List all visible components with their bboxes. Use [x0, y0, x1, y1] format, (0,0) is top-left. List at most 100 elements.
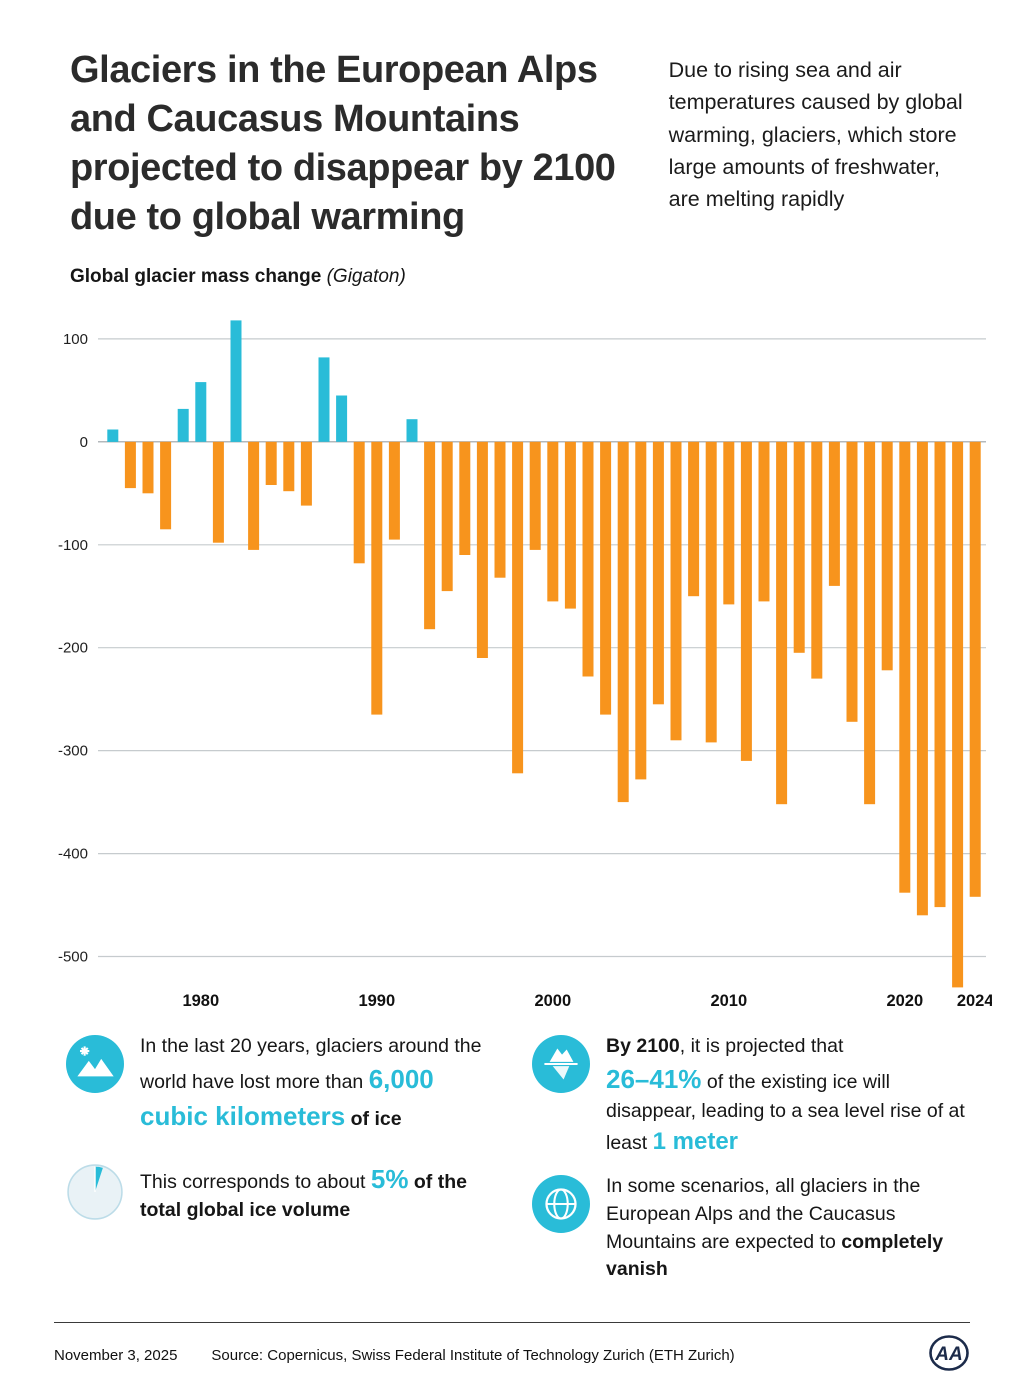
- fact2-post: of the total global ice volume: [140, 1170, 467, 1222]
- bar-2011: [740, 441, 752, 761]
- y-tick-label: 0: [80, 434, 88, 451]
- bar-1979: [177, 408, 189, 442]
- footer: November 3, 2025 Source: Copernicus, Swi…: [0, 1322, 1024, 1377]
- fact-projection-2100: By 2100, it is projected that 26–41% of …: [532, 1033, 972, 1159]
- page-title: Glaciers in the European Alps and Caucas…: [70, 49, 616, 239]
- bar-2016: [828, 441, 840, 586]
- bar-2006: [652, 441, 664, 705]
- bar-2021: [916, 441, 928, 916]
- x-tick-label: 1980: [182, 992, 219, 1010]
- bar-1978: [160, 441, 172, 530]
- header: Glaciers in the European Alps and Caucas…: [0, 0, 1024, 242]
- bar-1988: [336, 395, 348, 442]
- bar-2015: [811, 441, 823, 679]
- x-tick-label: 2010: [710, 992, 747, 1010]
- bar-2013: [776, 441, 788, 805]
- bar-1982: [230, 320, 242, 442]
- bar-1989: [353, 441, 365, 564]
- iceberg-icon: [532, 1033, 590, 1159]
- bar-1993: [424, 441, 436, 630]
- fact-ice-volume: This corresponds to about 5% of the tota…: [66, 1161, 506, 1226]
- fact-ice-volume-text: This corresponds to about 5% of the tota…: [140, 1161, 506, 1226]
- bar-1997: [494, 441, 506, 578]
- fact4-bold: completely vanish: [606, 1230, 944, 1281]
- x-tick-label: 2024: [957, 992, 992, 1010]
- bar-1990: [371, 441, 383, 715]
- bar-2018: [864, 441, 876, 805]
- bar-1998: [512, 441, 524, 774]
- x-tick-label: 2000: [534, 992, 571, 1010]
- x-tick-label: 1990: [358, 992, 395, 1010]
- footer-divider: [54, 1322, 970, 1323]
- y-tick-label: 100: [63, 331, 88, 348]
- chart-label-bold: Global glacier mass change: [70, 266, 322, 288]
- bar-1985: [283, 441, 295, 492]
- bar-1991: [388, 441, 400, 540]
- x-tick-label: 2020: [886, 992, 923, 1010]
- bar-1996: [476, 441, 488, 659]
- fact3-highlight-percent: 26–41%: [606, 1063, 702, 1094]
- footer-date: November 3, 2025: [54, 1346, 178, 1364]
- fact-vanish-scenario: In some scenarios, all glaciers in the E…: [532, 1173, 972, 1284]
- fact1-highlight: 6,000 cubic kilometers: [140, 1063, 434, 1131]
- bar-1999: [529, 441, 541, 550]
- bar-1986: [300, 441, 312, 506]
- fact2-pre: This corresponds to about: [140, 1170, 366, 1193]
- intro-text: Due to rising sea and air temperatures c…: [668, 58, 963, 211]
- fact3-highlight-meter: 1 meter: [652, 1128, 739, 1156]
- y-tick-label: -300: [58, 743, 88, 760]
- bar-1977: [142, 441, 154, 494]
- glacier-mass-change-chart: 100 0 -100 -200 -300 -400 -500 1980 1990 2000 2010…: [58, 320, 994, 1010]
- bar-2002: [582, 441, 594, 677]
- fact1-pre: In the last 20 years, glaciers around th…: [140, 1035, 482, 1093]
- bar-2010: [723, 441, 735, 605]
- fact3-pre: , it is projected that: [679, 1035, 844, 1058]
- fact1-post: of ice: [350, 1107, 402, 1130]
- fact-projection-2100-text: By 2100, it is projected that 26–41% of …: [606, 1033, 972, 1159]
- bar-2004: [617, 441, 629, 803]
- bar-1984: [265, 441, 277, 486]
- bar-1992: [406, 419, 418, 442]
- facts-right-column: By 2100, it is projected that 26–41% of …: [532, 1033, 972, 1310]
- fact-ice-loss-text: In the last 20 years, glaciers around th…: [140, 1033, 506, 1135]
- bar-2017: [846, 441, 858, 722]
- chart-area: 100 0 -100 -200 -300 -400 -500 1980 1990 2000 2010…: [42, 296, 1024, 1021]
- bar-2019: [881, 441, 893, 671]
- footer-source: Source: Copernicus, Swiss Federal Instit…: [211, 1346, 735, 1364]
- bar-2024: [969, 441, 981, 897]
- y-tick-label: -400: [58, 846, 88, 863]
- bar-1995: [459, 441, 471, 556]
- fact3-mid: of the existing ice will disappear, lead…: [606, 1070, 965, 1155]
- bar-2003: [600, 441, 612, 715]
- bar-1994: [441, 441, 453, 592]
- y-tick-label: -500: [58, 949, 88, 966]
- bar-1980: [195, 382, 207, 442]
- bar-2008: [688, 441, 700, 597]
- bar-1987: [318, 357, 330, 442]
- glacier-icon: [66, 1033, 124, 1135]
- globe-icon: [532, 1173, 590, 1284]
- facts-left-column: In the last 20 years, glaciers around th…: [66, 1033, 506, 1310]
- bar-2014: [793, 441, 805, 653]
- y-tick-label: -100: [58, 537, 88, 554]
- chart-label-unit: (Gigaton): [326, 266, 406, 288]
- anadolu-agency-logo: AA: [928, 1333, 970, 1377]
- bar-1975: [107, 429, 119, 442]
- fact4-pre: In some scenarios, all glaciers in the E…: [606, 1175, 921, 1253]
- bar-2022: [934, 441, 946, 908]
- chart-label: Global glacier mass change (Gigaton): [0, 266, 1024, 288]
- y-tick-label: -200: [58, 640, 88, 657]
- bar-1981: [212, 441, 224, 543]
- bar-2000: [547, 441, 559, 602]
- facts-section: In the last 20 years, glaciers around th…: [0, 1033, 1024, 1310]
- fact-vanish-scenario-text: In some scenarios, all glaciers in the E…: [606, 1173, 972, 1284]
- bar-1983: [248, 441, 260, 550]
- bar-2020: [899, 441, 911, 893]
- pie-chart-icon: [66, 1161, 124, 1226]
- bar-2023: [952, 441, 964, 988]
- bar-2007: [670, 441, 682, 741]
- fact2-highlight: 5%: [370, 1163, 409, 1194]
- bar-1976: [124, 441, 136, 489]
- fact3-bold-pre: By 2100: [606, 1035, 680, 1058]
